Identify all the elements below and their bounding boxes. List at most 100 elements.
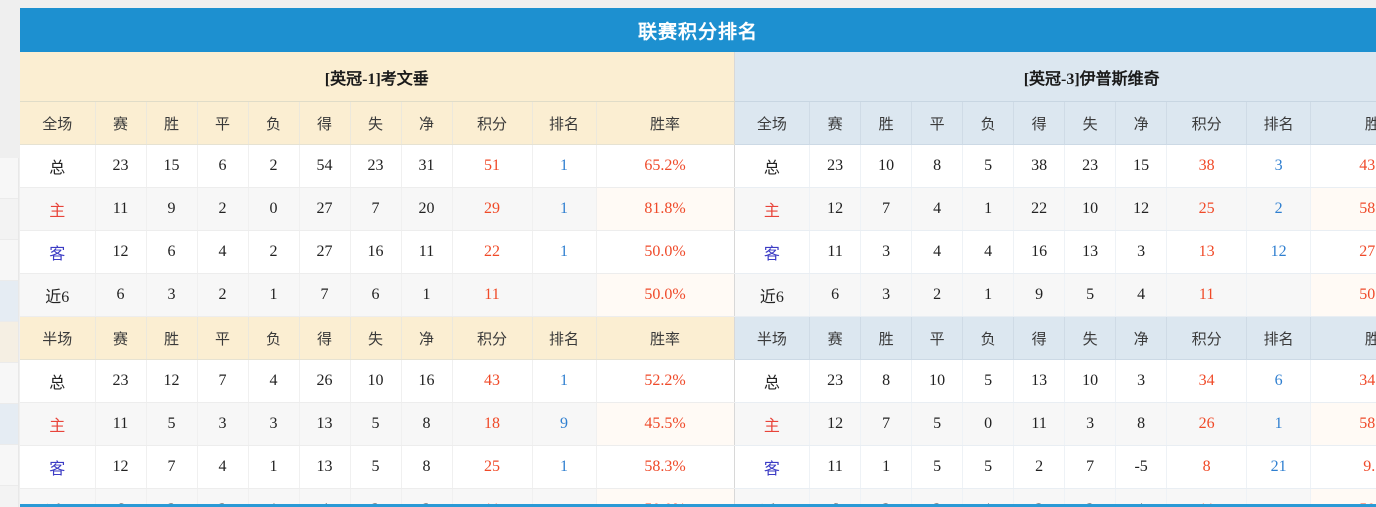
stat-cell-3: 2 (248, 230, 300, 274)
stat-cell-5: 2 (350, 488, 402, 507)
points-cell: 26 (1166, 402, 1248, 446)
column-header-10: 胜率 (596, 316, 735, 360)
winrate-cell: 9.1% (1310, 445, 1376, 489)
rank-cell[interactable]: 2 (1246, 187, 1312, 231)
stat-cell-3: 1 (248, 273, 300, 317)
rank-cell[interactable]: 1 (532, 187, 597, 231)
stat-cell-2: 5 (911, 402, 964, 446)
rank-cell[interactable]: 6 (1246, 359, 1312, 403)
rank-cell[interactable]: 1 (532, 230, 597, 274)
row-scope-label: 主 (20, 402, 96, 446)
stat-cell-3: 1 (248, 488, 300, 507)
stat-cell-5: 6 (350, 273, 402, 317)
page-title: 联赛积分排名 (637, 20, 758, 43)
stat-cell-1: 3 (146, 273, 198, 317)
rank-cell[interactable]: 12 (1246, 230, 1312, 274)
stat-cell-2: 2 (197, 187, 249, 231)
ghost-row (0, 363, 18, 404)
team-title: [英冠-3]伊普斯维奇 (734, 52, 1376, 102)
stat-cell-6: -5 (1115, 445, 1168, 489)
column-header-8: 积分 (452, 101, 533, 145)
stat-cell-2: 2 (197, 273, 249, 317)
stat-cell-2: 2 (197, 488, 249, 507)
column-header-7: 净 (1115, 101, 1168, 145)
rank-cell[interactable]: 9 (532, 402, 597, 446)
rank-cell[interactable]: 3 (1246, 144, 1312, 188)
winrate-cell: 50.0% (596, 273, 735, 317)
points-cell: 22 (452, 230, 533, 274)
rank-cell[interactable]: 1 (532, 359, 597, 403)
winrate-cell: 58.3% (596, 445, 735, 489)
stat-cell-0: 6 (95, 273, 147, 317)
stat-cell-2: 10 (911, 359, 964, 403)
rank-cell[interactable]: 21 (1246, 445, 1312, 489)
team-title: [英冠-1]考文垂 (20, 52, 735, 102)
table-row[interactable]: 总 23 15 6 2 54 23 31 51 1 65.2% (20, 144, 735, 188)
column-header-3: 平 (197, 316, 249, 360)
stat-cell-6: 2 (401, 488, 453, 507)
rank-cell[interactable]: 1 (532, 144, 597, 188)
stat-cell-6: 1 (1115, 488, 1168, 507)
column-header-5: 得 (1013, 101, 1066, 145)
column-header-4: 负 (962, 101, 1015, 145)
stat-cell-3: 2 (248, 144, 300, 188)
stat-cell-0: 6 (809, 488, 862, 507)
column-header-2: 胜 (860, 316, 913, 360)
column-header-7: 净 (401, 101, 453, 145)
points-cell: 43 (452, 359, 533, 403)
column-header-5: 得 (1013, 316, 1066, 360)
ghost-row (0, 486, 18, 507)
stat-cell-4: 22 (1013, 187, 1066, 231)
rank-cell[interactable] (1246, 273, 1312, 317)
bottom-accent-rule (20, 504, 1376, 507)
column-header-6: 失 (1064, 316, 1117, 360)
stat-cell-5: 7 (1064, 445, 1117, 489)
points-cell: 13 (1166, 230, 1248, 274)
column-header-1: 赛 (95, 316, 147, 360)
stat-cell-3: 4 (248, 359, 300, 403)
table-row[interactable]: 总 23 12 7 4 26 10 16 43 1 52.2% (20, 359, 735, 403)
column-header-6: 失 (1064, 101, 1117, 145)
table-row[interactable]: 客 12 6 4 2 27 16 11 22 1 50.0% (20, 230, 735, 274)
points-cell: 25 (1166, 187, 1248, 231)
stat-cell-0: 23 (809, 359, 862, 403)
stat-cell-3: 1 (248, 445, 300, 489)
table-row[interactable]: 近663214221150.0% (20, 488, 735, 507)
stat-cell-3: 1 (962, 273, 1015, 317)
column-header-0: 全场 (734, 101, 811, 145)
stat-cell-2: 5 (911, 445, 964, 489)
stat-cell-2: 4 (197, 445, 249, 489)
rank-cell[interactable] (532, 273, 597, 317)
table-row[interactable]: 近663213211150.0% (734, 488, 1376, 507)
stat-cell-2: 4 (911, 187, 964, 231)
stat-cell-4: 16 (1013, 230, 1066, 274)
stat-cell-2: 2 (911, 273, 964, 317)
column-header-1: 赛 (809, 316, 862, 360)
stat-cell-4: 27 (299, 187, 351, 231)
column-header-4: 负 (248, 316, 300, 360)
rank-cell[interactable] (1246, 488, 1312, 507)
row-scope-label: 近6 (20, 273, 96, 317)
column-header-5: 得 (299, 101, 351, 145)
table-row[interactable]: 主 11 9 2 0 27 7 20 29 1 81.8% (20, 187, 735, 231)
table-row[interactable]: 客 12 7 4 1 13 5 8 25 1 58.3% (20, 445, 735, 489)
rank-cell[interactable]: 1 (1246, 402, 1312, 446)
points-cell: 34 (1166, 359, 1248, 403)
winrate-cell: 50.0% (596, 230, 735, 274)
stat-cell-1: 6 (146, 230, 198, 274)
rank-cell[interactable]: 1 (532, 445, 597, 489)
rank-cell[interactable] (532, 488, 597, 507)
table-row[interactable]: 近6 6 3 2 1 7 6 1 11 50.0% (20, 273, 735, 317)
stat-cell-0: 11 (95, 402, 147, 446)
stat-cell-0: 23 (95, 359, 147, 403)
table-row[interactable]: 主 11 5 3 3 13 5 8 18 9 45.5% (20, 402, 735, 446)
